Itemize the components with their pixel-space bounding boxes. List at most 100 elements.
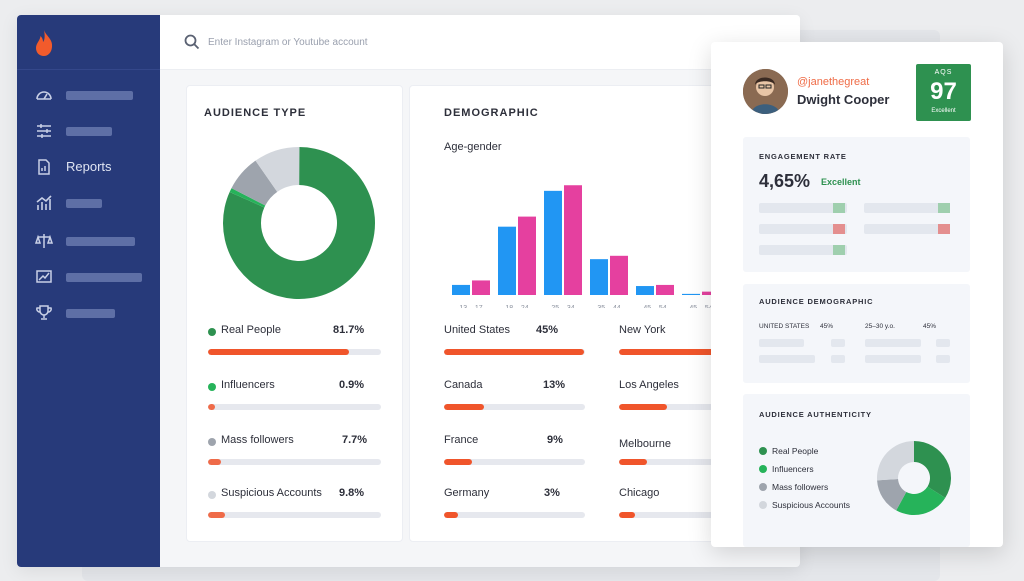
country-value: 9% (547, 434, 563, 446)
progress-fill (444, 404, 485, 410)
stat-value: 0.9% (339, 379, 365, 391)
sidebar-item-reports[interactable]: Reports (17, 152, 160, 182)
country-row: United States 45% New York (410, 324, 800, 360)
progress-fill (619, 349, 719, 355)
subcard-title: AUDIENCE AUTHENTICITY (759, 410, 872, 419)
sidebar-item-growth[interactable] (17, 262, 160, 292)
reports-icon (38, 159, 50, 175)
sidebar-label-placeholder (66, 199, 102, 208)
age-gender-bar (636, 286, 654, 295)
search-input[interactable] (208, 31, 508, 53)
progress-fill (208, 404, 215, 410)
city-label: New York (619, 324, 666, 336)
donut-slice (255, 147, 300, 192)
progress-track (208, 404, 381, 410)
progress-fill (444, 349, 584, 355)
stat-label: Suspicious Accounts (221, 487, 322, 499)
progress-track (619, 459, 800, 465)
progress-fill (444, 512, 459, 518)
city-label: Chicago (619, 487, 660, 499)
compare-icon (35, 234, 53, 248)
x-tick-label: 35 – 44 (597, 305, 620, 308)
aqs-score: 97 (930, 78, 957, 105)
progress-track (619, 512, 800, 518)
top-bar (160, 15, 800, 70)
authenticity-donut-chart (877, 441, 951, 515)
progress-track (619, 404, 800, 410)
analytics-icon (36, 195, 52, 210)
card-title: AUDIENCE TYPE (204, 107, 307, 119)
age-gender-bar (472, 280, 490, 295)
aqs-badge: AQS 97 Excellent (916, 64, 971, 121)
sidebar-label-placeholder (66, 127, 112, 136)
sidebar-label-placeholder (66, 91, 133, 100)
placeholder-bar (864, 203, 950, 213)
placeholder-bar (759, 355, 815, 363)
sliders-icon (37, 124, 51, 138)
legend-dot (208, 383, 216, 391)
progress-track (619, 349, 800, 355)
sidebar-item-trophy[interactable] (17, 298, 160, 328)
country-value: 45% (536, 324, 559, 336)
country-value: 3% (544, 487, 560, 499)
sidebar-item-compare[interactable] (17, 226, 160, 256)
stat-value: 9.8% (339, 487, 365, 499)
status-square (833, 245, 845, 255)
age-gender-bar (452, 284, 470, 295)
status-square (833, 224, 845, 234)
sidebar-label-placeholder (66, 273, 142, 282)
sidebar-label-placeholder (66, 309, 115, 318)
progress-fill (619, 512, 635, 518)
legend-dot (759, 465, 767, 473)
country-label: France (444, 434, 479, 446)
x-tick-label: 18 – 24 (505, 305, 528, 308)
demographic-country: UNITED STATES (759, 323, 810, 330)
audience-stat-row: Mass followers 7.7% (187, 434, 404, 470)
app-window: Reports AUDIENCE TYPE Real People (17, 15, 800, 567)
engagement-tag: Excellent (821, 177, 861, 187)
sidebar-item-dashboard[interactable] (17, 80, 160, 110)
x-tick-label: 45 – 54 (643, 305, 666, 308)
legend-dot (759, 447, 767, 455)
sidebar: Reports (17, 15, 160, 567)
age-gender-bar (656, 284, 674, 295)
placeholder-bar (831, 339, 845, 347)
country-row: France 9% Melbourne (410, 434, 800, 470)
age-gender-bar (564, 185, 582, 295)
stat-label: Influencers (221, 379, 275, 391)
audience-type-donut-chart (223, 147, 375, 299)
donut-slice (877, 441, 914, 481)
flame-logo-icon[interactable] (33, 29, 55, 57)
sidebar-item-analytics[interactable] (17, 188, 160, 218)
donut-slice (877, 479, 907, 511)
profile-avatar[interactable] (743, 69, 788, 114)
aqs-label: AQS (934, 69, 953, 76)
audience-stat-row: Real People 81.7% (187, 324, 404, 360)
city-label: Los Angeles (619, 379, 679, 391)
x-tick-label: 45 – 54 (689, 305, 712, 308)
progress-fill (444, 459, 472, 465)
growth-icon (36, 270, 52, 283)
audience-stat-row: Suspicious Accounts 9.8% (187, 487, 404, 523)
subcard-title: ENGAGEMENT RATE (759, 152, 847, 161)
status-square (938, 224, 950, 234)
legend-dot (208, 328, 216, 336)
placeholder-bar (759, 245, 847, 255)
sidebar-label-placeholder (66, 237, 135, 246)
legend-label: Influencers (772, 464, 814, 474)
sidebar-item-filters[interactable] (17, 116, 160, 146)
legend-dot (208, 491, 216, 499)
progress-fill (619, 404, 667, 410)
legend-label: Suspicious Accounts (772, 500, 850, 510)
demographic-country-value: 45% (820, 323, 834, 330)
donut-slice (914, 441, 951, 498)
donut-slice (231, 160, 278, 206)
age-gender-bar (518, 216, 536, 295)
progress-fill (208, 459, 222, 465)
country-row: Canada 13% Los Angeles (410, 379, 800, 415)
card-title: DEMOGRAPHIC (444, 107, 539, 119)
progress-track (208, 459, 381, 465)
profile-handle[interactable]: @janethegreat (797, 76, 870, 88)
donut-slice (229, 188, 266, 208)
age-gender-bar (610, 255, 628, 295)
